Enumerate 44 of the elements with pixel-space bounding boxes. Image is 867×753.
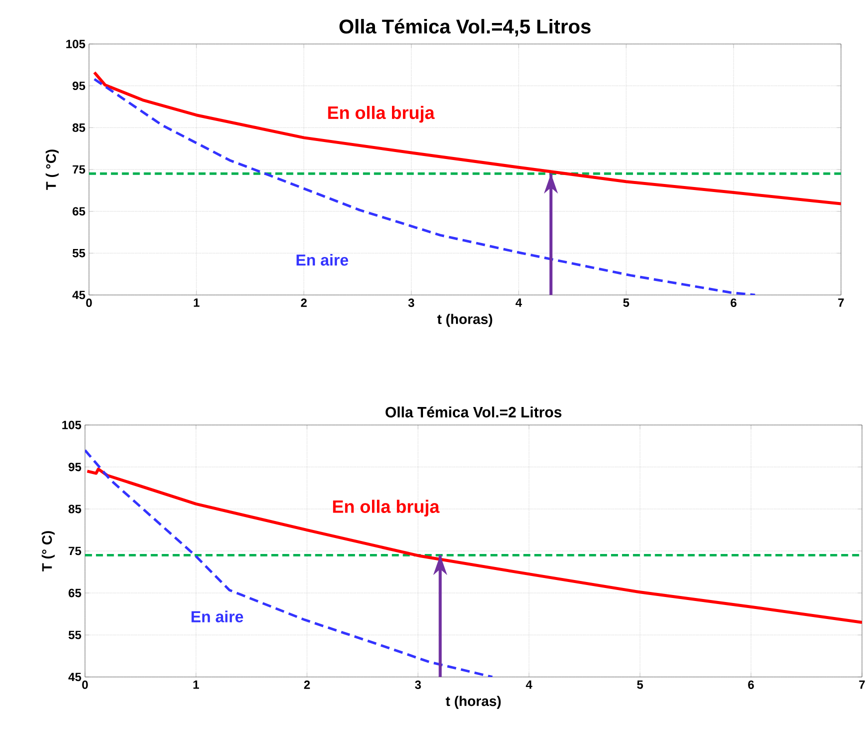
y-tick-label: 105: [66, 40, 86, 48]
chart-title: Olla Témica Vol.=2 Litros: [386, 406, 562, 418]
x-tick-label: 7: [859, 680, 865, 689]
y-tick-label: 45: [68, 672, 82, 682]
x-tick-label: 5: [623, 298, 630, 307]
y-tick-label: 55: [72, 248, 86, 258]
y-tick-label: 65: [72, 207, 86, 216]
chart-title: Olla Témica Vol.=4,5 Litros: [339, 18, 591, 36]
x-tick-label: 2: [300, 298, 307, 307]
y-tick-label: 95: [68, 462, 82, 472]
annotation: En olla bruja: [333, 500, 440, 516]
y-axis-title: T (° C): [42, 531, 55, 572]
y-tick-label: 65: [68, 588, 82, 598]
x-tick-label: 2: [304, 680, 310, 689]
x-tick-label: 7: [838, 298, 844, 307]
y-axis-title: T ( °C): [46, 150, 59, 190]
y-tick-label: 55: [68, 630, 82, 640]
x-tick-label: 1: [193, 680, 199, 689]
y-tick-label: 75: [68, 546, 82, 556]
x-tick-label: 3: [414, 680, 421, 689]
y-tick-label: 105: [62, 420, 82, 430]
line-series: [92, 70, 842, 206]
x-tick-label: 4: [516, 298, 522, 307]
y-tick-label: 75: [72, 165, 86, 174]
y-tick-label: 45: [72, 290, 86, 300]
y-tick-label: 85: [68, 504, 82, 514]
x-tick-label: 6: [748, 680, 754, 689]
y-tick-label: 85: [72, 123, 86, 132]
x-tick-label: 1: [194, 298, 200, 307]
x-tick-label: 5: [637, 680, 643, 689]
x-axis-title: t (horas): [446, 696, 501, 709]
x-tick-label: 6: [730, 298, 736, 307]
annotation: En olla bruja: [328, 106, 435, 123]
line-series: [86, 468, 862, 624]
x-tick-label: 3: [408, 298, 414, 307]
x-tick-label: 0: [82, 680, 88, 689]
x-tick-label: 0: [86, 298, 92, 307]
line-series: [85, 448, 494, 677]
annotation: En aire: [296, 254, 348, 266]
x-axis-title: t (horas): [437, 314, 492, 327]
annotation: En aire: [192, 610, 244, 622]
x-tick-label: 4: [526, 680, 532, 689]
y-tick-label: 95: [72, 82, 86, 90]
line-series: [93, 78, 756, 295]
